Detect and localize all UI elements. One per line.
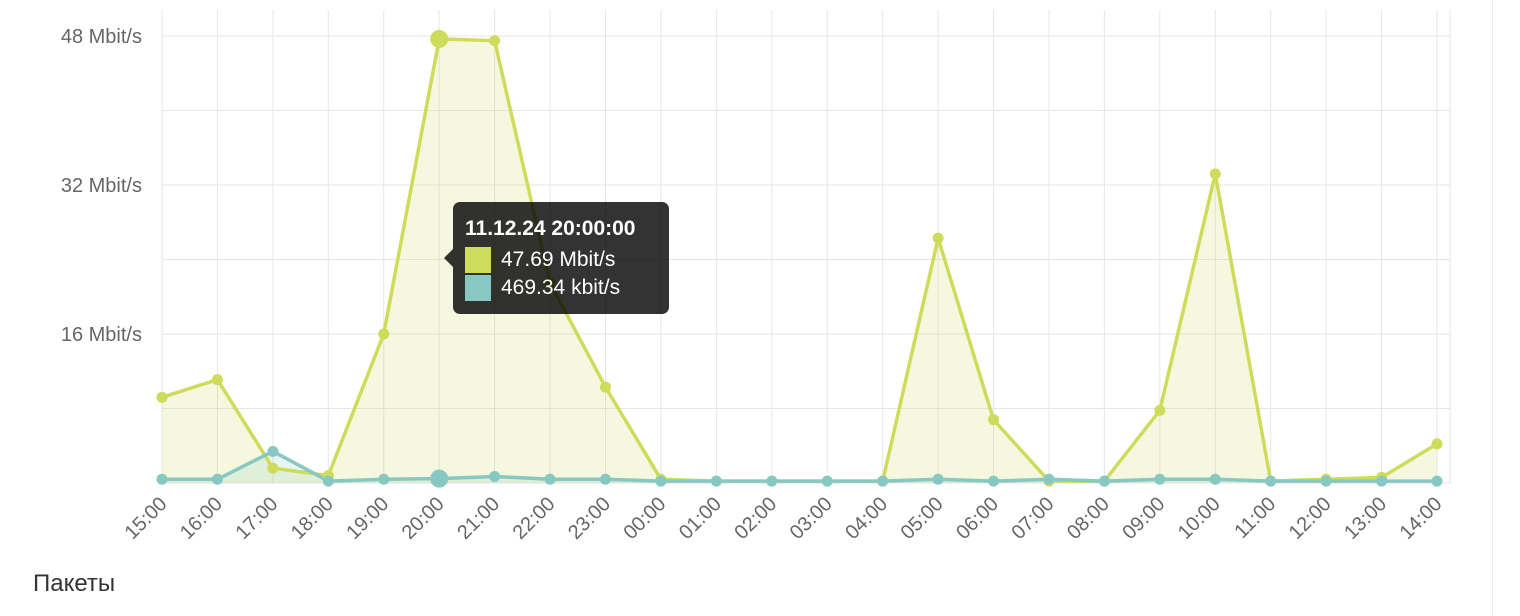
x-tick-label: 07:00 [1008, 493, 1059, 544]
data-point-1[interactable] [877, 475, 889, 487]
series-areas [162, 38, 1437, 484]
data-point-0[interactable] [156, 391, 168, 403]
tooltip-value-download: 47.69 Mbit/s [501, 248, 616, 271]
x-tick-label: 08:00 [1063, 493, 1114, 544]
x-tick-label: 04:00 [841, 493, 892, 544]
data-point-1[interactable] [599, 473, 611, 485]
x-tick-label: 02:00 [730, 493, 781, 544]
data-point-0[interactable] [489, 35, 501, 47]
x-tick-label: 03:00 [786, 493, 837, 544]
data-point-0[interactable] [1431, 438, 1443, 450]
tooltip-row-download: 47.69 Mbit/s [465, 246, 657, 274]
data-point-1[interactable] [1376, 475, 1388, 487]
y-axis: 16 Mbit/s 32 Mbit/s 48 Mbit/s [61, 26, 142, 346]
data-point-1[interactable] [988, 475, 1000, 487]
x-tick-label: 09:00 [1118, 493, 1169, 544]
x-tick-label: 20:00 [398, 493, 449, 544]
data-point-1[interactable] [211, 473, 223, 485]
y-tick-label: 32 Mbit/s [61, 175, 142, 197]
x-tick-label: 01:00 [675, 493, 726, 544]
x-tick-label: 22:00 [509, 493, 560, 544]
data-point-1[interactable] [544, 473, 556, 485]
x-tick-label: 17:00 [231, 493, 282, 544]
x-tick-label: 15:00 [121, 493, 172, 544]
x-tick-label: 10:00 [1174, 493, 1225, 544]
section-title-packets: Пакеты [33, 570, 116, 597]
data-point-1[interactable] [821, 475, 833, 487]
data-point-1[interactable] [655, 475, 667, 487]
data-point-1[interactable] [1098, 475, 1110, 487]
tooltip-row-upload: 469.34 kbit/s [465, 274, 657, 302]
data-point-1[interactable] [1043, 473, 1055, 485]
series-area-0 [162, 38, 1437, 484]
tooltip-title: 11.12.24 20:00:00 [465, 217, 636, 240]
tooltip-swatch-upload [465, 275, 491, 301]
series-line-1 [162, 449, 1437, 483]
x-tick-label: 05:00 [897, 493, 948, 544]
data-point-0[interactable] [211, 374, 223, 386]
x-tick-label: 12:00 [1285, 493, 1336, 544]
x-axis: 15:00 16:00 17:00 18:00 19:00 20:00 21:00 22:00… [121, 493, 1447, 544]
data-point-1[interactable] [267, 445, 279, 457]
x-tick-label: 21:00 [453, 493, 504, 544]
data-point-0[interactable] [430, 29, 449, 48]
panel-divider [1492, 0, 1493, 616]
data-point-1[interactable] [322, 475, 334, 487]
data-point-0[interactable] [1209, 168, 1221, 180]
data-point-0[interactable] [932, 232, 944, 244]
data-point-1[interactable] [932, 473, 944, 485]
chart-tooltip: 11.12.24 20:00:00 47.69 Mbit/s 469.34 kb… [444, 202, 669, 314]
y-tick-label: 16 Mbit/s [61, 324, 142, 346]
x-tick-label: 18:00 [287, 493, 338, 544]
y-tick-label: 48 Mbit/s [61, 26, 142, 48]
data-point-1[interactable] [378, 473, 390, 485]
data-point-1[interactable] [1265, 475, 1277, 487]
series-area-1 [162, 451, 1437, 483]
x-tick-label: 06:00 [952, 493, 1003, 544]
series-points[interactable] [156, 29, 1443, 488]
data-point-1[interactable] [1431, 475, 1443, 487]
x-tick-label: 23:00 [564, 493, 615, 544]
tooltip-swatch-download [465, 247, 491, 273]
data-point-1[interactable] [489, 470, 501, 482]
data-point-1[interactable] [710, 475, 722, 487]
data-point-0[interactable] [1154, 404, 1166, 416]
data-point-1[interactable] [156, 473, 168, 485]
x-tick-label: 00:00 [619, 493, 670, 544]
data-point-1[interactable] [1209, 473, 1221, 485]
data-point-0[interactable] [599, 381, 611, 393]
x-tick-label: 16:00 [176, 493, 227, 544]
data-point-0[interactable] [378, 328, 390, 340]
x-tick-label: 14:00 [1396, 493, 1447, 544]
x-tick-label: 11:00 [1230, 493, 1280, 543]
x-tick-label: 13:00 [1340, 493, 1391, 544]
tooltip-value-upload: 469.34 kbit/s [501, 276, 621, 299]
data-point-0[interactable] [988, 414, 1000, 426]
x-tick-label: 19:00 [342, 493, 393, 544]
data-point-1[interactable] [430, 469, 449, 488]
data-point-0[interactable] [267, 462, 279, 474]
series-lines [161, 37, 1438, 483]
data-point-1[interactable] [766, 475, 778, 487]
data-point-1[interactable] [1320, 475, 1332, 487]
data-point-1[interactable] [1154, 473, 1166, 485]
